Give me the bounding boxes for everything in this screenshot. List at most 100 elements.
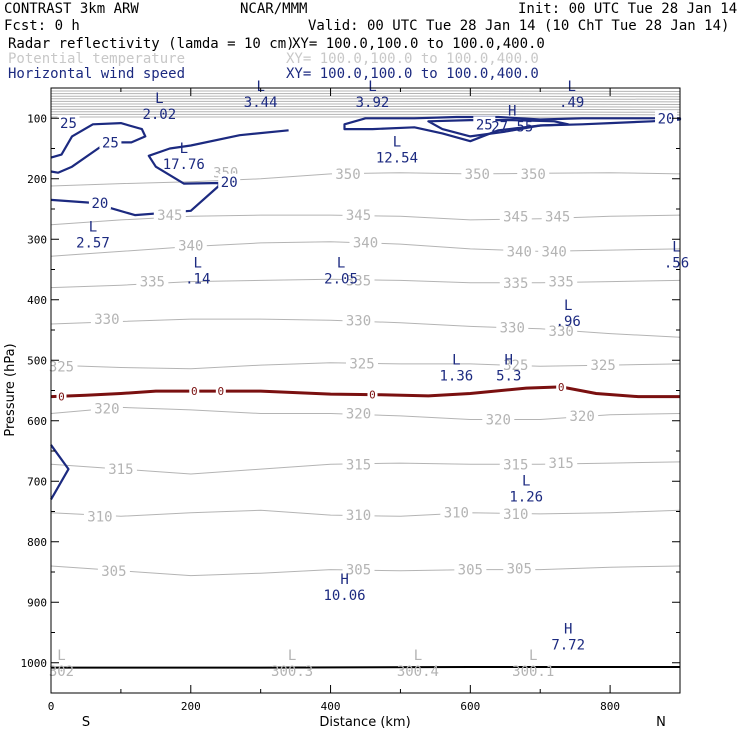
extremum-value: 300.1 (512, 664, 554, 680)
theta-contour-label: 325 (590, 358, 615, 374)
theta-label-mask (45, 358, 78, 373)
extremum-kind-L: L (452, 353, 460, 369)
extremum-value: 7.72 (551, 638, 585, 654)
theta-contour-label: 320 (486, 413, 511, 429)
extremum-value: 300.3 (271, 664, 313, 680)
theta-contour-label: 310 (503, 507, 528, 523)
wind-label-mask (655, 110, 678, 125)
theta-contour-label: 350 (521, 167, 546, 183)
upper-isentrope-line (50, 95, 681, 98)
y-axis-label: Pressure (hPa) (3, 343, 18, 436)
extremum-value: 5.3 (496, 369, 521, 385)
extremum-kind-L: L (672, 239, 680, 255)
theta-label-mask (499, 456, 532, 471)
theta-contour-label: 335 (346, 273, 371, 289)
theta-contour-label: 315 (346, 457, 371, 473)
y-tick-label: 400 (27, 294, 47, 307)
y-tick-label: 500 (27, 354, 47, 367)
theta-label-mask (332, 165, 365, 180)
wind-contour-label: 25 (60, 116, 77, 132)
upper-isentrope-line (50, 90, 681, 92)
extremum-kind-L: L (393, 135, 401, 151)
header-center: NCAR/MMM (240, 1, 307, 17)
theta-contour-label: 315 (549, 456, 574, 472)
extremum-value: 302 (49, 664, 74, 680)
extrema-markers: L2.02L3.44L3.92L.49H27.55L17.76L12.54L2.… (49, 79, 689, 680)
theta-contour-label: 310 (87, 509, 112, 525)
field-reflectivity-name: Radar reflectivity (lamda = 10 cm) (8, 36, 295, 52)
theta-label-mask (503, 560, 536, 575)
theta-contour-label: 335 (140, 275, 165, 291)
theta-label-mask (342, 272, 375, 287)
theta-label-mask (153, 207, 186, 222)
extremum-value: 10.06 (323, 588, 365, 604)
extremum-kind-L: L (529, 648, 537, 664)
theta-contour-label: 305 (346, 563, 371, 579)
theta-label-mask (342, 507, 375, 522)
y-tick-label: 800 (27, 536, 47, 549)
wind-label-mask (57, 115, 80, 130)
field-wind-xy: XY= 100.0,100.0 to 100.0,400.0 (286, 66, 539, 82)
theta-label-mask (342, 561, 375, 576)
zero-label-mask (367, 388, 378, 401)
extremum-value: 17.76 (163, 157, 205, 173)
extremum-kind-H: H (340, 572, 348, 588)
field-theta-xy: XY= 100.0,100.0 to 100.0,400.0 (286, 51, 539, 67)
zero-contour-label: 0 (218, 385, 225, 398)
theta-label-mask (174, 237, 207, 252)
upper-isentrope-line (50, 111, 681, 113)
x-tick-label: 0 (48, 700, 55, 713)
theta-contour-label: 340 (507, 244, 532, 260)
zero-label-mask (189, 385, 200, 398)
extremum-value: .14 (185, 272, 210, 288)
x-tick-label: 400 (321, 700, 341, 713)
theta-label-mask (499, 274, 532, 289)
theta-label-mask (97, 562, 130, 577)
extremum-kind-H: H (505, 353, 513, 369)
x-tick-label: 200 (181, 700, 201, 713)
extremum-value: 2.05 (324, 272, 358, 288)
theta-label-mask (342, 312, 375, 327)
theta-contour-label: 345 (503, 209, 528, 225)
theta-contour-label: 335 (549, 275, 574, 291)
extremum-kind-L: L (155, 91, 163, 107)
theta-contour-label: 340 (542, 244, 567, 260)
theta-contour-label: 320 (346, 406, 371, 422)
x-tick-label: 600 (460, 700, 480, 713)
extremum-value: 300.4 (397, 664, 439, 680)
theta-label-mask (545, 323, 578, 338)
extremum-value: 27.55 (491, 119, 533, 135)
theta-contour-label: 320 (570, 409, 595, 425)
wind-contour-label: 20 (91, 196, 108, 212)
theta-contour-label: 305 (507, 561, 532, 577)
wind-contour-25 (50, 122, 147, 174)
theta-contour-label: 345 (157, 208, 182, 224)
upper-isentrope-line (50, 103, 681, 105)
theta-label-mask (482, 411, 515, 426)
y-tick-label: 300 (27, 233, 47, 246)
wind-contour-label: 20 (221, 175, 238, 191)
zero-contour-line (50, 385, 680, 399)
extremum-value: 3.92 (356, 95, 390, 111)
extremum-kind-L: L (180, 141, 188, 157)
header-init: Init: 00 UTC Tue 28 Jan 14 (518, 1, 737, 17)
wind-contour-20 (50, 129, 289, 217)
theta-label-mask (104, 461, 137, 476)
wind-label-mask (218, 173, 241, 188)
upper-isentrope-line (50, 116, 681, 118)
theta-label-mask (461, 165, 494, 180)
extremum-value: 1.36 (439, 369, 473, 385)
extremum-kind-L: L (288, 648, 296, 664)
y-tick-label: 100 (27, 112, 47, 125)
theta-label-mask (440, 504, 473, 519)
extremum-value: .56 (664, 255, 689, 271)
theta-contour-label: 330 (549, 324, 574, 340)
ground-surface-line (51, 666, 680, 669)
theta-label-mask (346, 355, 379, 370)
theta-contour-label: 320 (94, 402, 119, 418)
theta-label-mask (342, 207, 375, 222)
theta-label-mask (587, 357, 620, 372)
header-fcst: Fcst: 0 h (4, 18, 80, 34)
